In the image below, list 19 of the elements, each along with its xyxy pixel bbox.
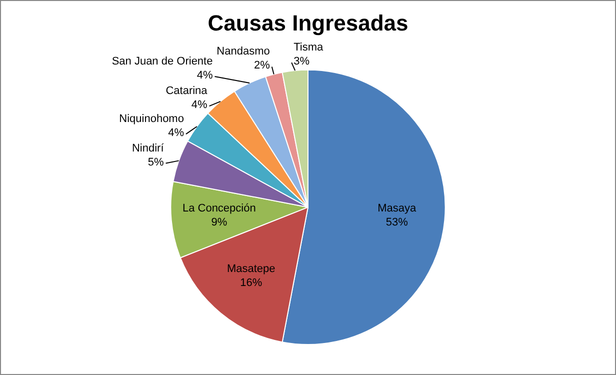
- slice-label: Masaya: [378, 202, 417, 215]
- data-label: 4%: [168, 127, 184, 140]
- slice-label: San Juan de Oriente: [112, 56, 213, 68]
- data-label: 53%: [386, 216, 408, 229]
- slice-label: Nandasmo: [216, 46, 270, 58]
- slice-label: Tisma: [294, 42, 324, 54]
- slice-label: Nindirí: [132, 142, 165, 154]
- data-label: 4%: [191, 99, 208, 112]
- data-label: 16%: [240, 276, 262, 289]
- data-label: 2%: [254, 60, 270, 72]
- data-label: 3%: [294, 56, 310, 68]
- chart-title: Causas Ingresadas: [208, 10, 408, 36]
- slice-label: Catarina: [166, 85, 208, 98]
- slice-label: Niquinohomo: [119, 113, 184, 126]
- data-label: 9%: [211, 216, 228, 229]
- data-label: 4%: [196, 70, 213, 82]
- slice-label: Masatepe: [226, 262, 276, 275]
- data-label: 5%: [148, 156, 164, 168]
- slice-label: La Concepción: [182, 202, 256, 215]
